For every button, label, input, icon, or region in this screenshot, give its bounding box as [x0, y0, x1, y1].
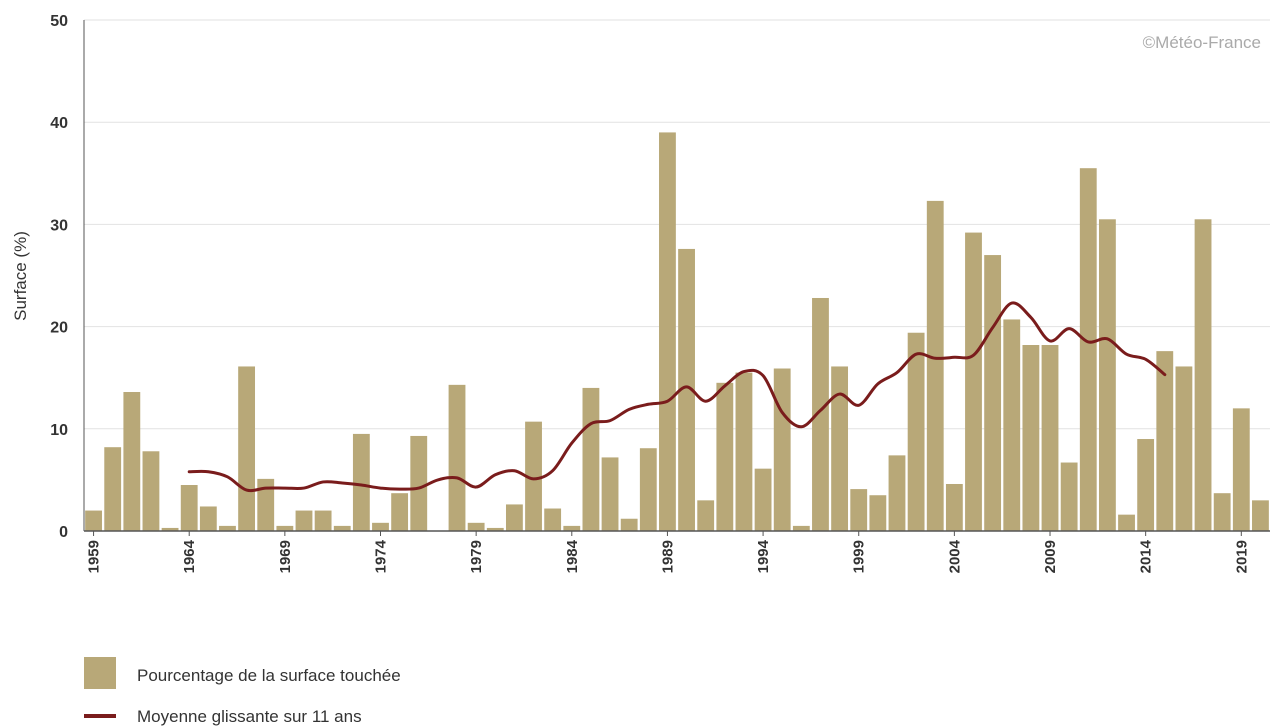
- x-tick-label: 2014: [1138, 539, 1155, 573]
- y-tick-label: 10: [50, 422, 68, 439]
- bar: [1118, 514, 1135, 531]
- bar: [1137, 439, 1155, 531]
- bar: [219, 525, 236, 531]
- x-tick-label: 1999: [851, 540, 868, 573]
- bar: [773, 368, 791, 531]
- x-tick-label: 1994: [755, 539, 772, 573]
- bar: [1098, 219, 1116, 532]
- bar: [1041, 345, 1059, 531]
- bar: [333, 525, 351, 531]
- bar: [907, 332, 925, 531]
- x-tick-label: 1979: [468, 540, 485, 573]
- bar: [1213, 493, 1231, 531]
- x-tick-label: 2009: [1042, 540, 1059, 573]
- x-tick-label: 2004: [946, 539, 963, 573]
- bar: [276, 525, 294, 531]
- bar-series: [85, 132, 1269, 532]
- bar: [582, 387, 600, 531]
- bar: [984, 255, 1002, 531]
- bar: [678, 248, 695, 531]
- bar: [659, 132, 676, 532]
- bar: [448, 384, 466, 531]
- bar: [257, 478, 275, 531]
- x-tick-label: 1974: [373, 539, 390, 573]
- y-tick-label: 0: [59, 524, 68, 541]
- bar: [1252, 500, 1269, 531]
- bar: [314, 510, 332, 531]
- x-tick-label: 2019: [1233, 540, 1250, 573]
- bar: [295, 510, 313, 531]
- axes: [83, 20, 1270, 532]
- bar: [85, 510, 102, 531]
- bar: [850, 489, 868, 531]
- bar: [735, 372, 753, 531]
- bar: [142, 451, 160, 531]
- bar: [1003, 319, 1021, 531]
- bar: [1060, 462, 1078, 531]
- bar: [544, 508, 562, 531]
- bar: [161, 527, 179, 531]
- bar: [965, 232, 982, 531]
- x-tick-label: 1959: [86, 540, 103, 573]
- x-tick-label: 1964: [181, 539, 198, 573]
- moving-average-line: [187, 301, 1167, 493]
- bar: [1156, 351, 1174, 531]
- bar: [486, 527, 504, 531]
- y-tick-label: 50: [50, 13, 68, 30]
- bar: [467, 522, 485, 531]
- bar: [831, 366, 849, 531]
- x-tick-label: 1984: [564, 539, 581, 573]
- y-tick-label: 20: [50, 320, 68, 337]
- bar: [601, 457, 619, 531]
- legend: Pourcentage de la surface touchée Moyenn…: [84, 657, 401, 726]
- bar: [697, 500, 715, 531]
- y-tick-labels: 0 10 20 30 40 50: [50, 13, 68, 541]
- bar: [945, 483, 963, 531]
- bar: [505, 504, 523, 531]
- copyright-label: ©Météo-France: [1143, 33, 1261, 52]
- bar: [525, 421, 542, 531]
- bar: [888, 455, 906, 531]
- y-tick-label: 40: [50, 115, 68, 132]
- legend-line-swatch: [84, 714, 116, 718]
- bar: [391, 493, 409, 531]
- bar: [639, 448, 657, 531]
- bar: [563, 525, 581, 531]
- gridlines: [84, 19, 1270, 430]
- legend-bar-swatch: [84, 657, 116, 689]
- bar: [716, 382, 734, 531]
- x-tick-label: 1989: [659, 540, 676, 573]
- legend-label-bars: Pourcentage de la surface touchée: [137, 666, 401, 685]
- y-axis-label: Surface (%): [11, 231, 30, 321]
- bar: [1175, 366, 1193, 531]
- bar: [180, 485, 198, 531]
- bar: [1194, 219, 1212, 532]
- y-tick-label: 30: [50, 217, 68, 234]
- bar: [352, 433, 370, 531]
- bar: [1079, 168, 1097, 531]
- bar: [410, 435, 428, 531]
- bar: [812, 297, 829, 531]
- bar: [620, 518, 638, 531]
- bar: [1232, 408, 1250, 531]
- bar: [754, 468, 772, 531]
- x-tick-labels: 1959 1964 1969 1974 1979 1984 1989 1994 1999 2004…: [86, 531, 1250, 573]
- x-tick-label: 1969: [277, 540, 294, 573]
- bar: [238, 366, 256, 531]
- bar: [123, 392, 141, 531]
- bar: [869, 495, 887, 531]
- bar: [792, 525, 810, 531]
- legend-label-line: Moyenne glissante sur 11 ans: [137, 707, 362, 726]
- bar: [372, 522, 389, 531]
- bar: [104, 447, 122, 531]
- bar: [199, 506, 217, 531]
- bar: [1022, 345, 1040, 531]
- bar: [926, 200, 944, 531]
